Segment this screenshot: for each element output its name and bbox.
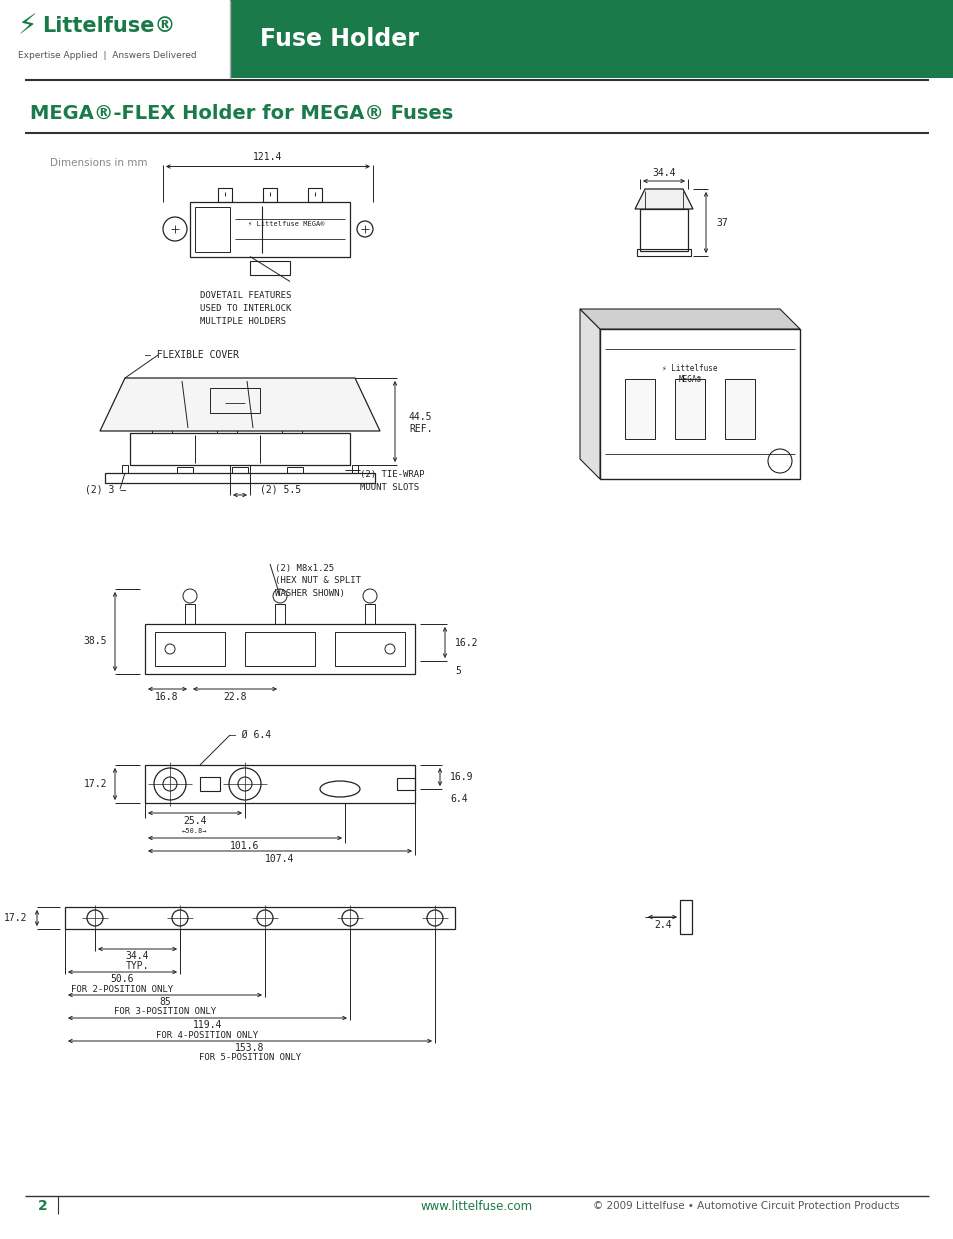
- Text: Expertise Applied  |  Answers Delivered: Expertise Applied | Answers Delivered: [18, 52, 196, 61]
- Text: Dimensions in mm: Dimensions in mm: [50, 159, 148, 169]
- Bar: [287, 467, 303, 473]
- Bar: [122, 465, 128, 473]
- Bar: [218, 187, 232, 202]
- Bar: [250, 260, 290, 275]
- Polygon shape: [100, 378, 379, 431]
- Text: 153.8: 153.8: [235, 1043, 264, 1053]
- Bar: [145, 764, 415, 803]
- Text: 16.8: 16.8: [155, 693, 178, 703]
- Text: ←50.8→: ←50.8→: [182, 828, 208, 834]
- Bar: [0, 0, 953, 78]
- Text: 16.2: 16.2: [455, 638, 478, 648]
- Text: ⚡ Littelfuse
MEGA®: ⚡ Littelfuse MEGA®: [661, 364, 717, 384]
- Bar: [599, 330, 800, 479]
- Bar: [679, 900, 691, 934]
- Text: 25.4: 25.4: [183, 817, 207, 826]
- Text: 44.5: 44.5: [409, 411, 432, 421]
- Text: FOR 4-POSITION ONLY: FOR 4-POSITION ONLY: [156, 1031, 258, 1040]
- Bar: [177, 467, 193, 473]
- Text: 119.4: 119.4: [193, 1020, 222, 1030]
- Bar: [639, 209, 687, 252]
- Text: — FLEXIBLE COVER: — FLEXIBLE COVER: [145, 349, 239, 361]
- Text: 17.2: 17.2: [4, 913, 27, 923]
- Text: MEGA®-FLEX Holder for MEGA® Fuses: MEGA®-FLEX Holder for MEGA® Fuses: [30, 104, 453, 123]
- Text: FOR 5-POSITION ONLY: FOR 5-POSITION ONLY: [199, 1053, 301, 1063]
- Text: 107.4: 107.4: [265, 854, 294, 864]
- Text: DOVETAIL FEATURES
USED TO INTERLOCK
MULTIPLE HOLDERS: DOVETAIL FEATURES USED TO INTERLOCK MULT…: [200, 291, 291, 326]
- Bar: [210, 388, 260, 413]
- Bar: [200, 777, 220, 790]
- Text: FOR 3-POSITION ONLY: FOR 3-POSITION ONLY: [113, 1007, 215, 1016]
- Bar: [245, 632, 314, 667]
- Bar: [216, 418, 236, 432]
- Text: REF.: REF.: [409, 424, 432, 434]
- Bar: [263, 187, 276, 202]
- Text: 17.2: 17.2: [84, 779, 107, 789]
- Polygon shape: [579, 309, 800, 330]
- Bar: [308, 187, 322, 202]
- Text: (2) 5.5: (2) 5.5: [260, 484, 301, 496]
- Text: ⚡ Littelfuse MEGA®: ⚡ Littelfuse MEGA®: [248, 221, 324, 227]
- Text: (2) M8x1.25
(HEX NUT & SPLIT
WASHER SHOWN): (2) M8x1.25 (HEX NUT & SPLIT WASHER SHOW…: [274, 564, 360, 598]
- Bar: [145, 624, 415, 674]
- Polygon shape: [635, 190, 692, 209]
- Bar: [365, 603, 375, 624]
- Bar: [396, 778, 415, 790]
- Bar: [352, 465, 357, 473]
- Bar: [185, 603, 194, 624]
- Text: 34.4: 34.4: [126, 952, 149, 961]
- Bar: [0, 0, 230, 78]
- Text: 2: 2: [38, 1199, 48, 1213]
- Bar: [724, 379, 754, 439]
- Polygon shape: [579, 309, 599, 479]
- Text: Littelfuse®: Littelfuse®: [42, 16, 175, 36]
- Text: © 2009 Littelfuse • Automotive Circuit Protection Products: © 2009 Littelfuse • Automotive Circuit P…: [593, 1201, 899, 1211]
- Bar: [675, 379, 704, 439]
- Text: 50.6: 50.6: [111, 974, 134, 984]
- Text: (2) TIE-WRAP
MOUNT SLOTS: (2) TIE-WRAP MOUNT SLOTS: [359, 470, 424, 492]
- Bar: [624, 379, 655, 439]
- Text: 121.4: 121.4: [253, 152, 282, 162]
- Text: 6.4: 6.4: [450, 794, 467, 804]
- Text: (2) 3 —: (2) 3 —: [85, 484, 126, 496]
- Text: 37: 37: [716, 218, 727, 228]
- Text: 34.4: 34.4: [652, 169, 675, 178]
- Bar: [637, 249, 690, 256]
- Text: www.littelfuse.com: www.littelfuse.com: [420, 1199, 533, 1213]
- Text: — Ø 6.4: — Ø 6.4: [230, 730, 271, 740]
- Text: 2.4: 2.4: [654, 921, 671, 930]
- Bar: [154, 632, 225, 667]
- Bar: [152, 418, 172, 432]
- Bar: [65, 907, 455, 929]
- Bar: [282, 418, 302, 432]
- Bar: [130, 432, 350, 465]
- Text: 38.5: 38.5: [84, 636, 107, 646]
- Text: Fuse Holder: Fuse Holder: [260, 27, 418, 51]
- Text: 22.8: 22.8: [223, 693, 247, 703]
- Bar: [194, 207, 230, 252]
- Bar: [274, 603, 285, 624]
- Text: 85: 85: [159, 997, 171, 1007]
- Text: FOR 2-POSITION ONLY: FOR 2-POSITION ONLY: [71, 985, 173, 994]
- Text: 101.6: 101.6: [230, 841, 259, 851]
- Text: TYP.: TYP.: [126, 961, 149, 971]
- Text: 5: 5: [455, 667, 460, 676]
- Bar: [105, 473, 375, 483]
- Text: 16.9: 16.9: [450, 772, 473, 782]
- Bar: [232, 467, 248, 473]
- Bar: [335, 632, 405, 667]
- Text: ⚡: ⚡: [18, 12, 37, 40]
- Bar: [190, 202, 350, 256]
